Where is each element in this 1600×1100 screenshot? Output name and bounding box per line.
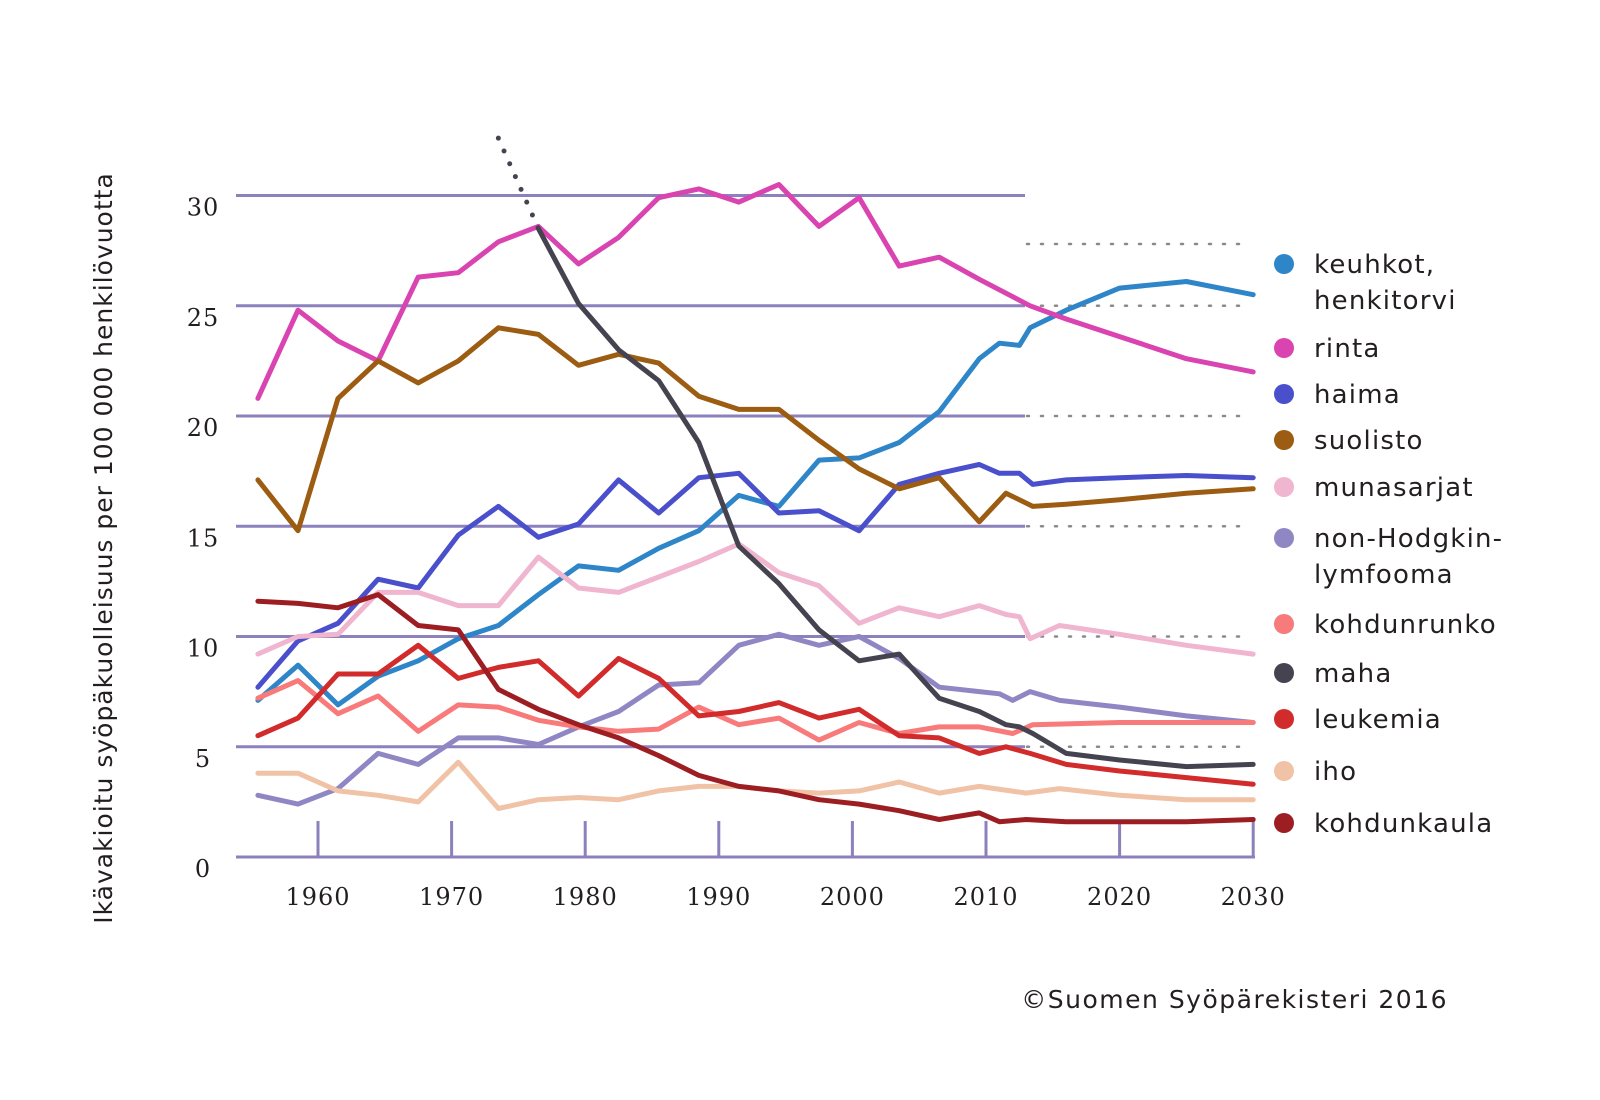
x-tick-label: 2010 — [953, 883, 1018, 911]
axes: 1960 1970 1980 1990 2000 2010 2020 203005101520… — [187, 194, 1286, 912]
copyright-credit: ©Suomen Syöpärekisteri 2016 — [1021, 985, 1448, 1014]
x-tick-label: 2030 — [1221, 883, 1286, 911]
legend-label: kohdunkaula — [1314, 809, 1493, 839]
series-line-non-hodgkin-lymfooma — [255, 631, 1256, 807]
legend-label: iho — [1314, 757, 1357, 787]
series-line-keuhkot-henkitorvi — [255, 279, 1256, 708]
series-line-maha — [535, 226, 1256, 770]
y-tick-label: 15 — [187, 524, 220, 552]
series-line-rinta — [255, 182, 1256, 401]
legend-item-leukemia: leukemia — [1274, 705, 1442, 735]
series-line-suolisto — [255, 325, 1256, 534]
series-line-kohdunkaula — [255, 592, 1256, 825]
legend-swatch — [1274, 384, 1294, 404]
legend-item-maha: maha — [1274, 659, 1392, 689]
y-tick-label: 5 — [195, 745, 211, 773]
legend-swatch — [1274, 813, 1294, 833]
legend-swatch — [1274, 430, 1294, 450]
x-tick-label: 1970 — [419, 883, 484, 911]
x-tick-label: 1990 — [686, 883, 751, 911]
y-tick-label: 0 — [195, 855, 211, 883]
series-lines — [255, 135, 1256, 825]
legend-label: henkitorvi — [1314, 286, 1457, 316]
x-tick-label: 2020 — [1087, 883, 1152, 911]
legend-label: kohdunrunko — [1314, 610, 1497, 640]
x-tick-label: 1980 — [553, 883, 618, 911]
series-line-munasarjat — [255, 541, 1256, 657]
gridlines — [236, 194, 1252, 749]
legend-swatch — [1274, 338, 1294, 358]
legend-item-non-hodgkin-lymfooma: non-Hodgkin-lymfooma — [1274, 524, 1503, 590]
y-tick-label: 10 — [187, 635, 220, 663]
legend-label: leukemia — [1314, 705, 1442, 735]
legend-item-rinta: rinta — [1274, 334, 1381, 364]
legend-item-keuhkot-henkitorvi: keuhkot, henkitorvi — [1274, 250, 1457, 316]
series-extrapolation-maha — [495, 135, 541, 232]
legend-swatch — [1274, 663, 1294, 683]
legend-swatch — [1274, 709, 1294, 729]
legend-label: maha — [1314, 659, 1392, 689]
series-line-haima — [255, 462, 1256, 690]
series-line-iho — [255, 759, 1256, 811]
legend-swatch — [1274, 761, 1294, 781]
y-tick-label: 30 — [187, 194, 220, 222]
legend-swatch — [1274, 528, 1294, 548]
y-axis-label: Ikävakioitu syöpäkuolleisuus per 100 000… — [89, 172, 118, 924]
legend-item-iho: iho — [1274, 757, 1357, 787]
legend-label: non-Hodgkin- — [1314, 524, 1503, 554]
y-tick-label: 20 — [187, 414, 220, 442]
legend-swatch — [1274, 477, 1294, 497]
legend-label: lymfooma — [1314, 560, 1454, 590]
series-line-leukemia — [255, 642, 1256, 787]
legend-item-kohdunkaula: kohdunkaula — [1274, 809, 1493, 839]
legend-label: munasarjat — [1314, 473, 1474, 503]
legend-label: rinta — [1314, 334, 1381, 364]
legend-label: haima — [1314, 380, 1401, 410]
legend-item-munasarjat: munasarjat — [1274, 473, 1474, 503]
legend-label: suolisto — [1314, 426, 1424, 456]
series-line-kohdunrunko — [255, 678, 1256, 743]
x-tick-label: 1960 — [285, 883, 350, 911]
y-tick-label: 25 — [187, 304, 220, 332]
legend-item-suolisto: suolisto — [1274, 426, 1424, 456]
legend-item-haima: haima — [1274, 380, 1401, 410]
x-tick-label: 2000 — [820, 883, 885, 911]
legend: keuhkot, henkitorvi rinta haima suolisto muna… — [1274, 250, 1503, 839]
legend-swatch — [1274, 254, 1294, 274]
legend-label: keuhkot, — [1314, 250, 1435, 280]
legend-item-kohdunrunko: kohdunrunko — [1274, 610, 1497, 640]
legend-swatch — [1274, 614, 1294, 634]
